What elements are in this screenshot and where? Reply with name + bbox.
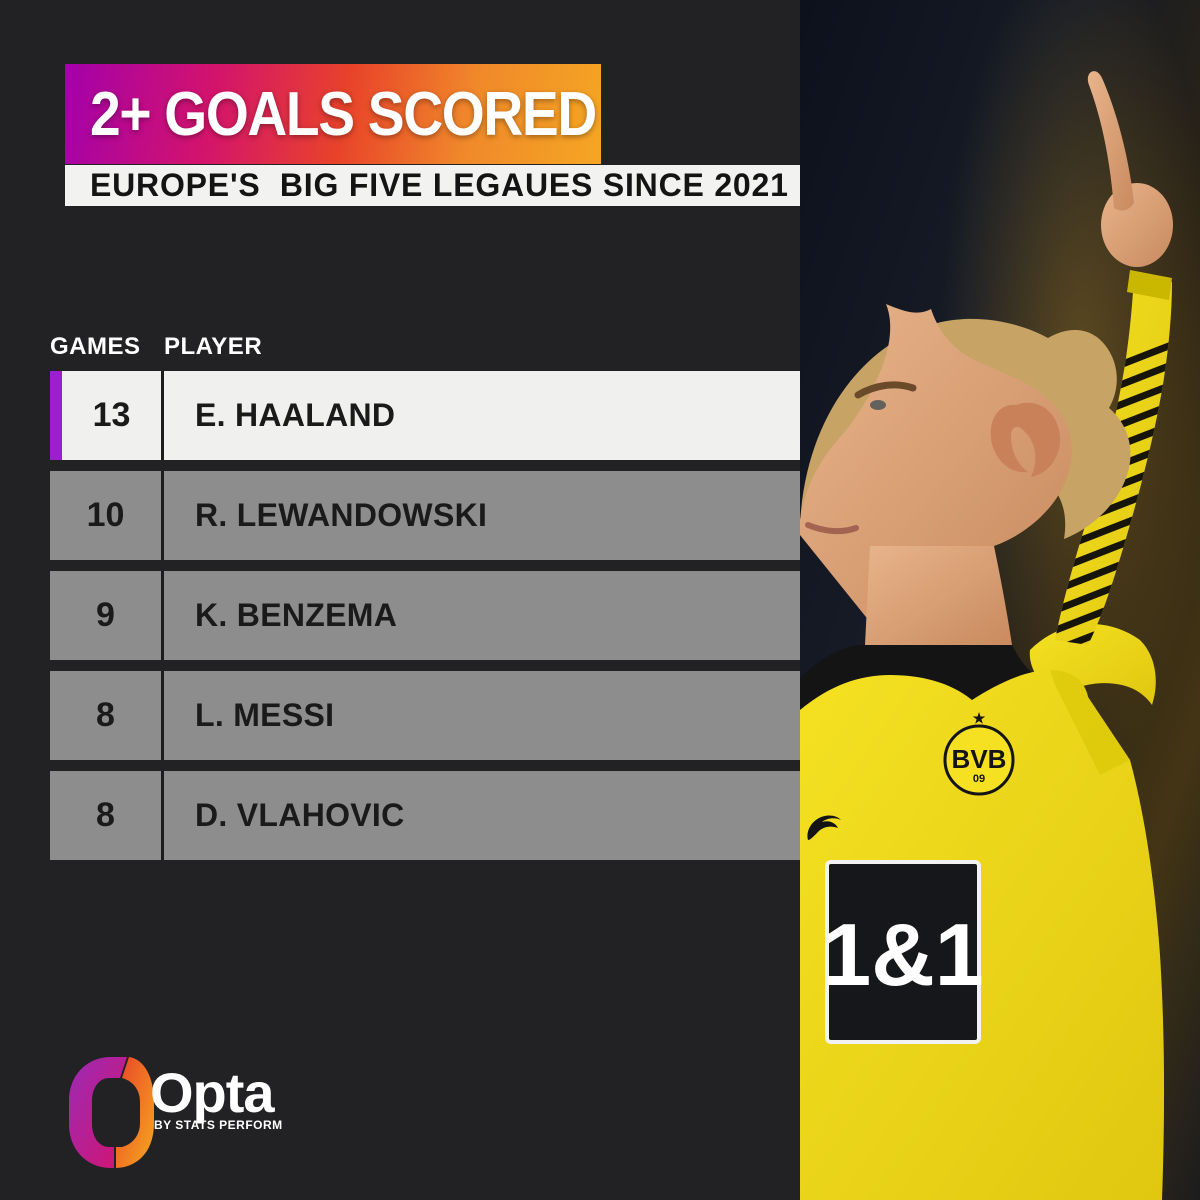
svg-text:BVB: BVB [952, 744, 1007, 774]
svg-text:09: 09 [973, 773, 985, 785]
svg-text:1&1: 1&1 [822, 905, 983, 1004]
svg-text:★: ★ [973, 710, 986, 726]
